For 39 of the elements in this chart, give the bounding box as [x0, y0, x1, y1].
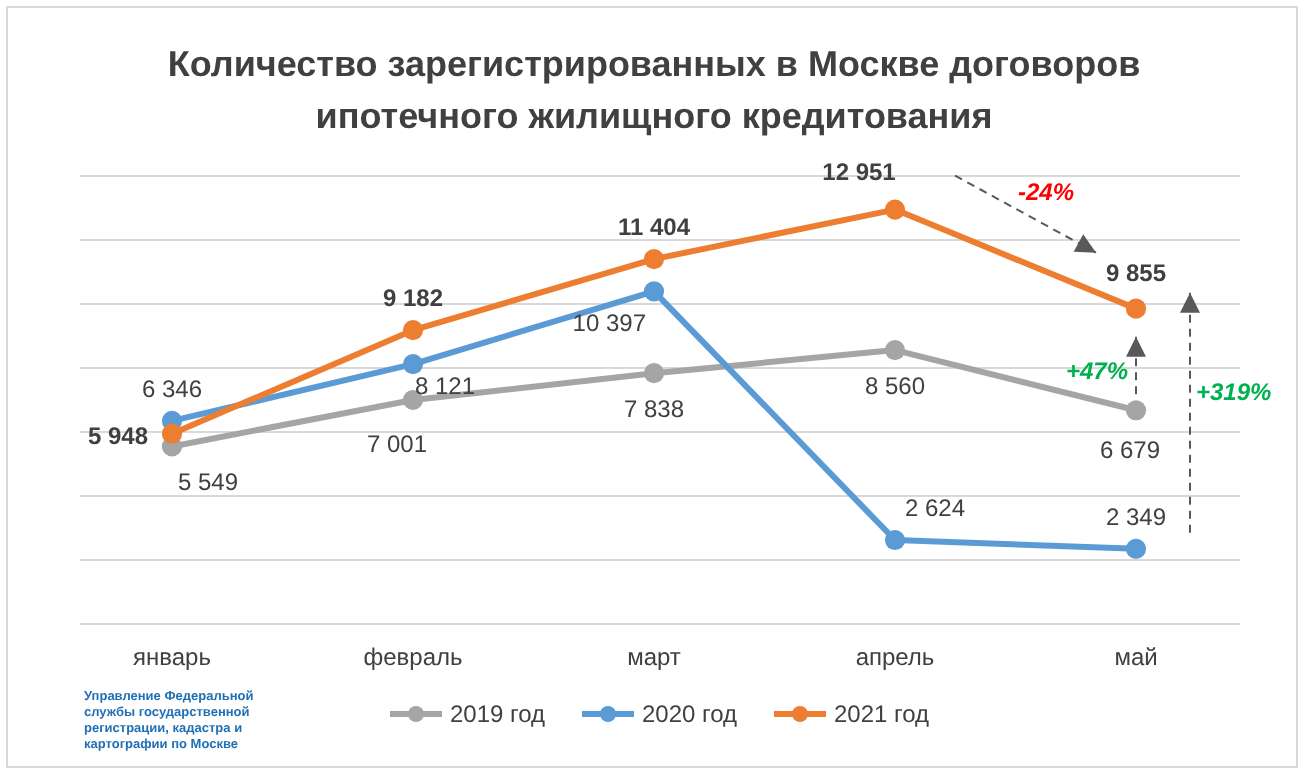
x-tick-label: март: [627, 643, 682, 672]
data-label: 7 838: [623, 395, 685, 424]
point: [402, 354, 424, 375]
data-label: 5 948: [87, 421, 149, 450]
point: [643, 363, 665, 384]
data-label: 10 397: [572, 309, 647, 338]
annotation: +319%: [1196, 378, 1273, 406]
legend-label: 2021 год: [834, 700, 930, 728]
point: [1125, 400, 1147, 421]
annotation: +47%: [1065, 357, 1129, 386]
point: [884, 340, 906, 361]
x-tick-label: май: [1114, 643, 1158, 672]
legend-label: 2019 год: [450, 700, 546, 728]
point: [402, 320, 424, 341]
point: [1125, 538, 1147, 559]
data-label: 8 560: [864, 372, 926, 401]
point: [1125, 298, 1147, 319]
x-tick-label: январь: [133, 643, 211, 672]
data-label: 2 349: [1105, 502, 1167, 531]
data-label: 9 855: [1105, 258, 1167, 287]
point: [884, 529, 906, 551]
data-label: 2 624: [904, 494, 966, 523]
data-label: 6 346: [141, 374, 203, 403]
data-label: 5 549: [177, 468, 239, 497]
x-tick-label: апрель: [855, 643, 935, 672]
data-label: 12 951: [822, 157, 897, 186]
legend-label: 2020 год: [642, 700, 738, 728]
chart-title: Количество зарегистрированных в Москве договоров ипотечного жилищного кредитования: [167, 44, 1141, 136]
point: [643, 249, 665, 270]
data-label: 11 404: [617, 213, 691, 242]
x-tick-label: февраль: [363, 643, 463, 672]
point: [161, 423, 183, 444]
point: [884, 199, 906, 220]
data-label: 9 182: [382, 284, 444, 313]
data-label: 7 001: [366, 429, 428, 458]
data-label: 6 679: [1099, 436, 1161, 465]
data-label: 8 121: [414, 372, 476, 401]
point: [643, 281, 665, 302]
annotation: -24%: [1017, 177, 1075, 206]
